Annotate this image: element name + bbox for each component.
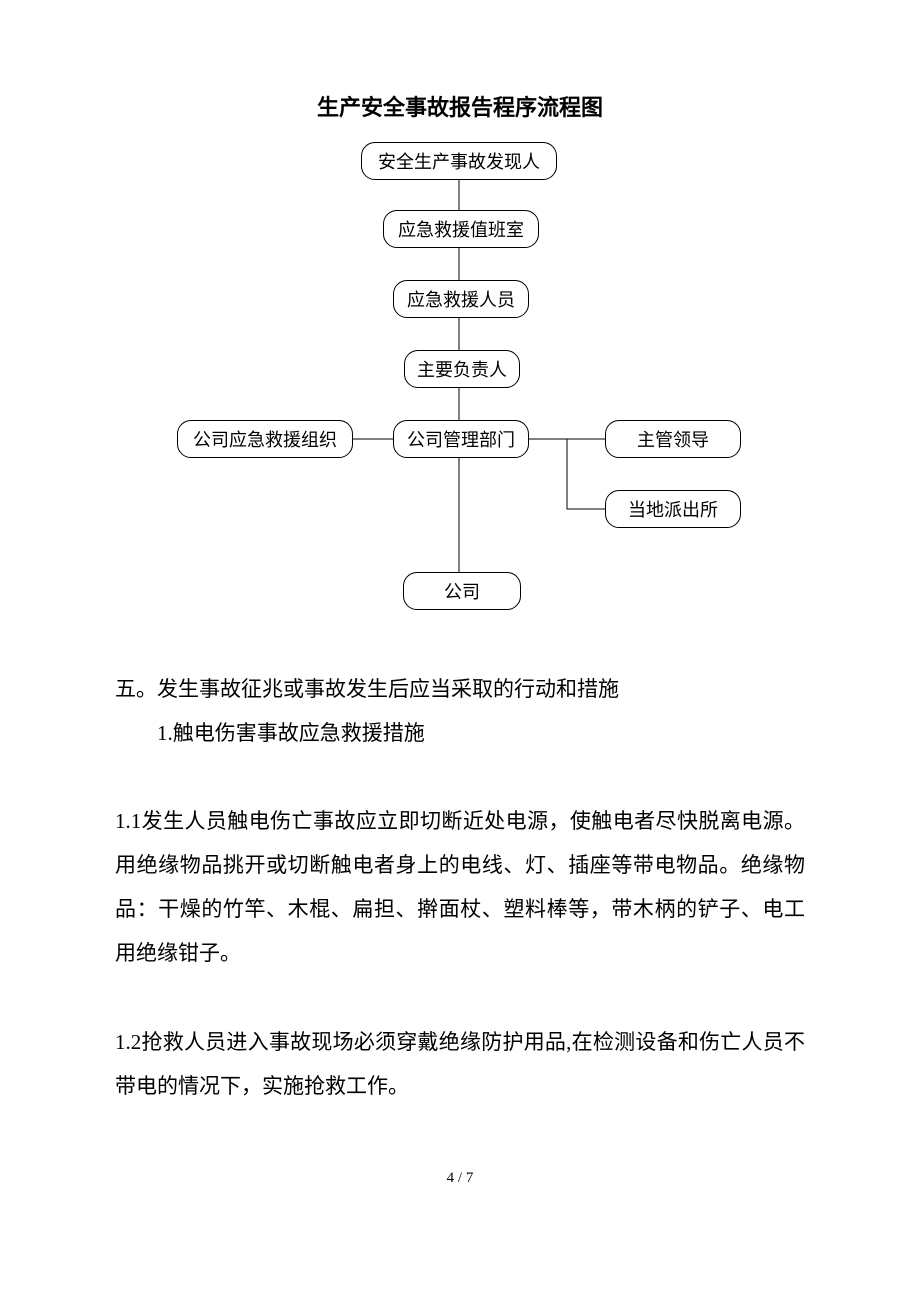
- flowchart-node: 主要负责人: [404, 350, 520, 388]
- flowchart-node: 当地派出所: [605, 490, 741, 528]
- flowchart-node: 应急救援人员: [393, 280, 529, 318]
- paragraph-1-2: 1.2抢救人员进入事故现场必须穿戴绝缘防护用品,在检测设备和伤亡人员不带电的情况…: [115, 1020, 805, 1108]
- page-number: 4 / 7: [115, 1170, 805, 1187]
- page-title: 生产安全事故报告程序流程图: [115, 90, 805, 122]
- document-page: 生产安全事故报告程序流程图 安全生产事故发现人应急救援值班室应急救援人员主要负责…: [0, 0, 920, 1227]
- sub-heading: 1.触电伤害事故应急救援措施: [115, 711, 805, 755]
- section-heading: 五。发生事故征兆或事故发生后应当采取的行动和措施: [115, 667, 805, 711]
- flowchart-node: 公司: [403, 572, 521, 610]
- body-text: 五。发生事故征兆或事故发生后应当采取的行动和措施 1.触电伤害事故应急救援措施 …: [115, 667, 805, 1108]
- flowchart-node: 应急救援值班室: [383, 210, 539, 248]
- flowchart-node: 公司应急救援组织: [177, 420, 353, 458]
- flowchart-node: 主管领导: [605, 420, 741, 458]
- flowchart-node: 安全生产事故发现人: [361, 142, 557, 180]
- flowchart-container: 安全生产事故发现人应急救援值班室应急救援人员主要负责人公司管理部门 公司应急救援组…: [115, 142, 805, 642]
- flowchart-node: 公司管理部门: [393, 420, 529, 458]
- paragraph-1-1: 1.1发生人员触电伤亡事故应立即切断近处电源，使触电者尽快脱离电源。用绝缘物品挑…: [115, 799, 805, 975]
